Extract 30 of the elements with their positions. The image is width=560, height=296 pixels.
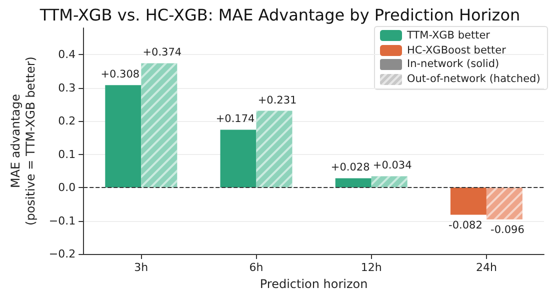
x-tick-label: 3h: [134, 261, 148, 274]
y-axis-title: MAE advantage (positive = TTM-XGB better): [8, 56, 38, 226]
data-label: +0.034: [372, 160, 412, 172]
y-tick-label: 0.3: [58, 81, 76, 94]
y-tick-label: 0.1: [58, 148, 76, 161]
y-tick-label: −0.1: [48, 214, 76, 228]
y-tick-label: 0.4: [58, 48, 76, 62]
data-label: +0.231: [258, 94, 297, 106]
y-tick-label: 0.2: [58, 114, 76, 128]
bar: [220, 130, 256, 188]
x-tick-label: 24h: [476, 261, 497, 274]
data-label: -0.096: [490, 224, 525, 236]
legend-label: HC-XGBoost better: [407, 44, 507, 56]
x-tick-label: 12h: [360, 261, 382, 274]
bar: [335, 178, 372, 188]
x-tick-label: 6h: [249, 261, 264, 274]
chart-title: TTM-XGB vs. HC-XGB: MAE Advantage by Prediction Horizon: [38, 6, 520, 24]
data-label: +0.374: [142, 46, 182, 59]
data-label: -0.082: [448, 219, 482, 232]
data-label: +0.308: [100, 68, 140, 81]
legend-label: TTM-XGB better: [406, 30, 491, 42]
y-tick-label: −0.2: [48, 248, 76, 260]
bar: [105, 85, 142, 188]
data-label: +0.028: [330, 162, 370, 174]
annotation: In-network (solid): [407, 58, 500, 70]
x-axis-title: Prediction horizon: [260, 277, 368, 291]
y-tick-label: 0.0: [58, 181, 76, 194]
bar: [450, 188, 486, 215]
data-label: +0.174: [216, 113, 256, 126]
annotation: Out-of-network (hatched): [407, 73, 540, 85]
